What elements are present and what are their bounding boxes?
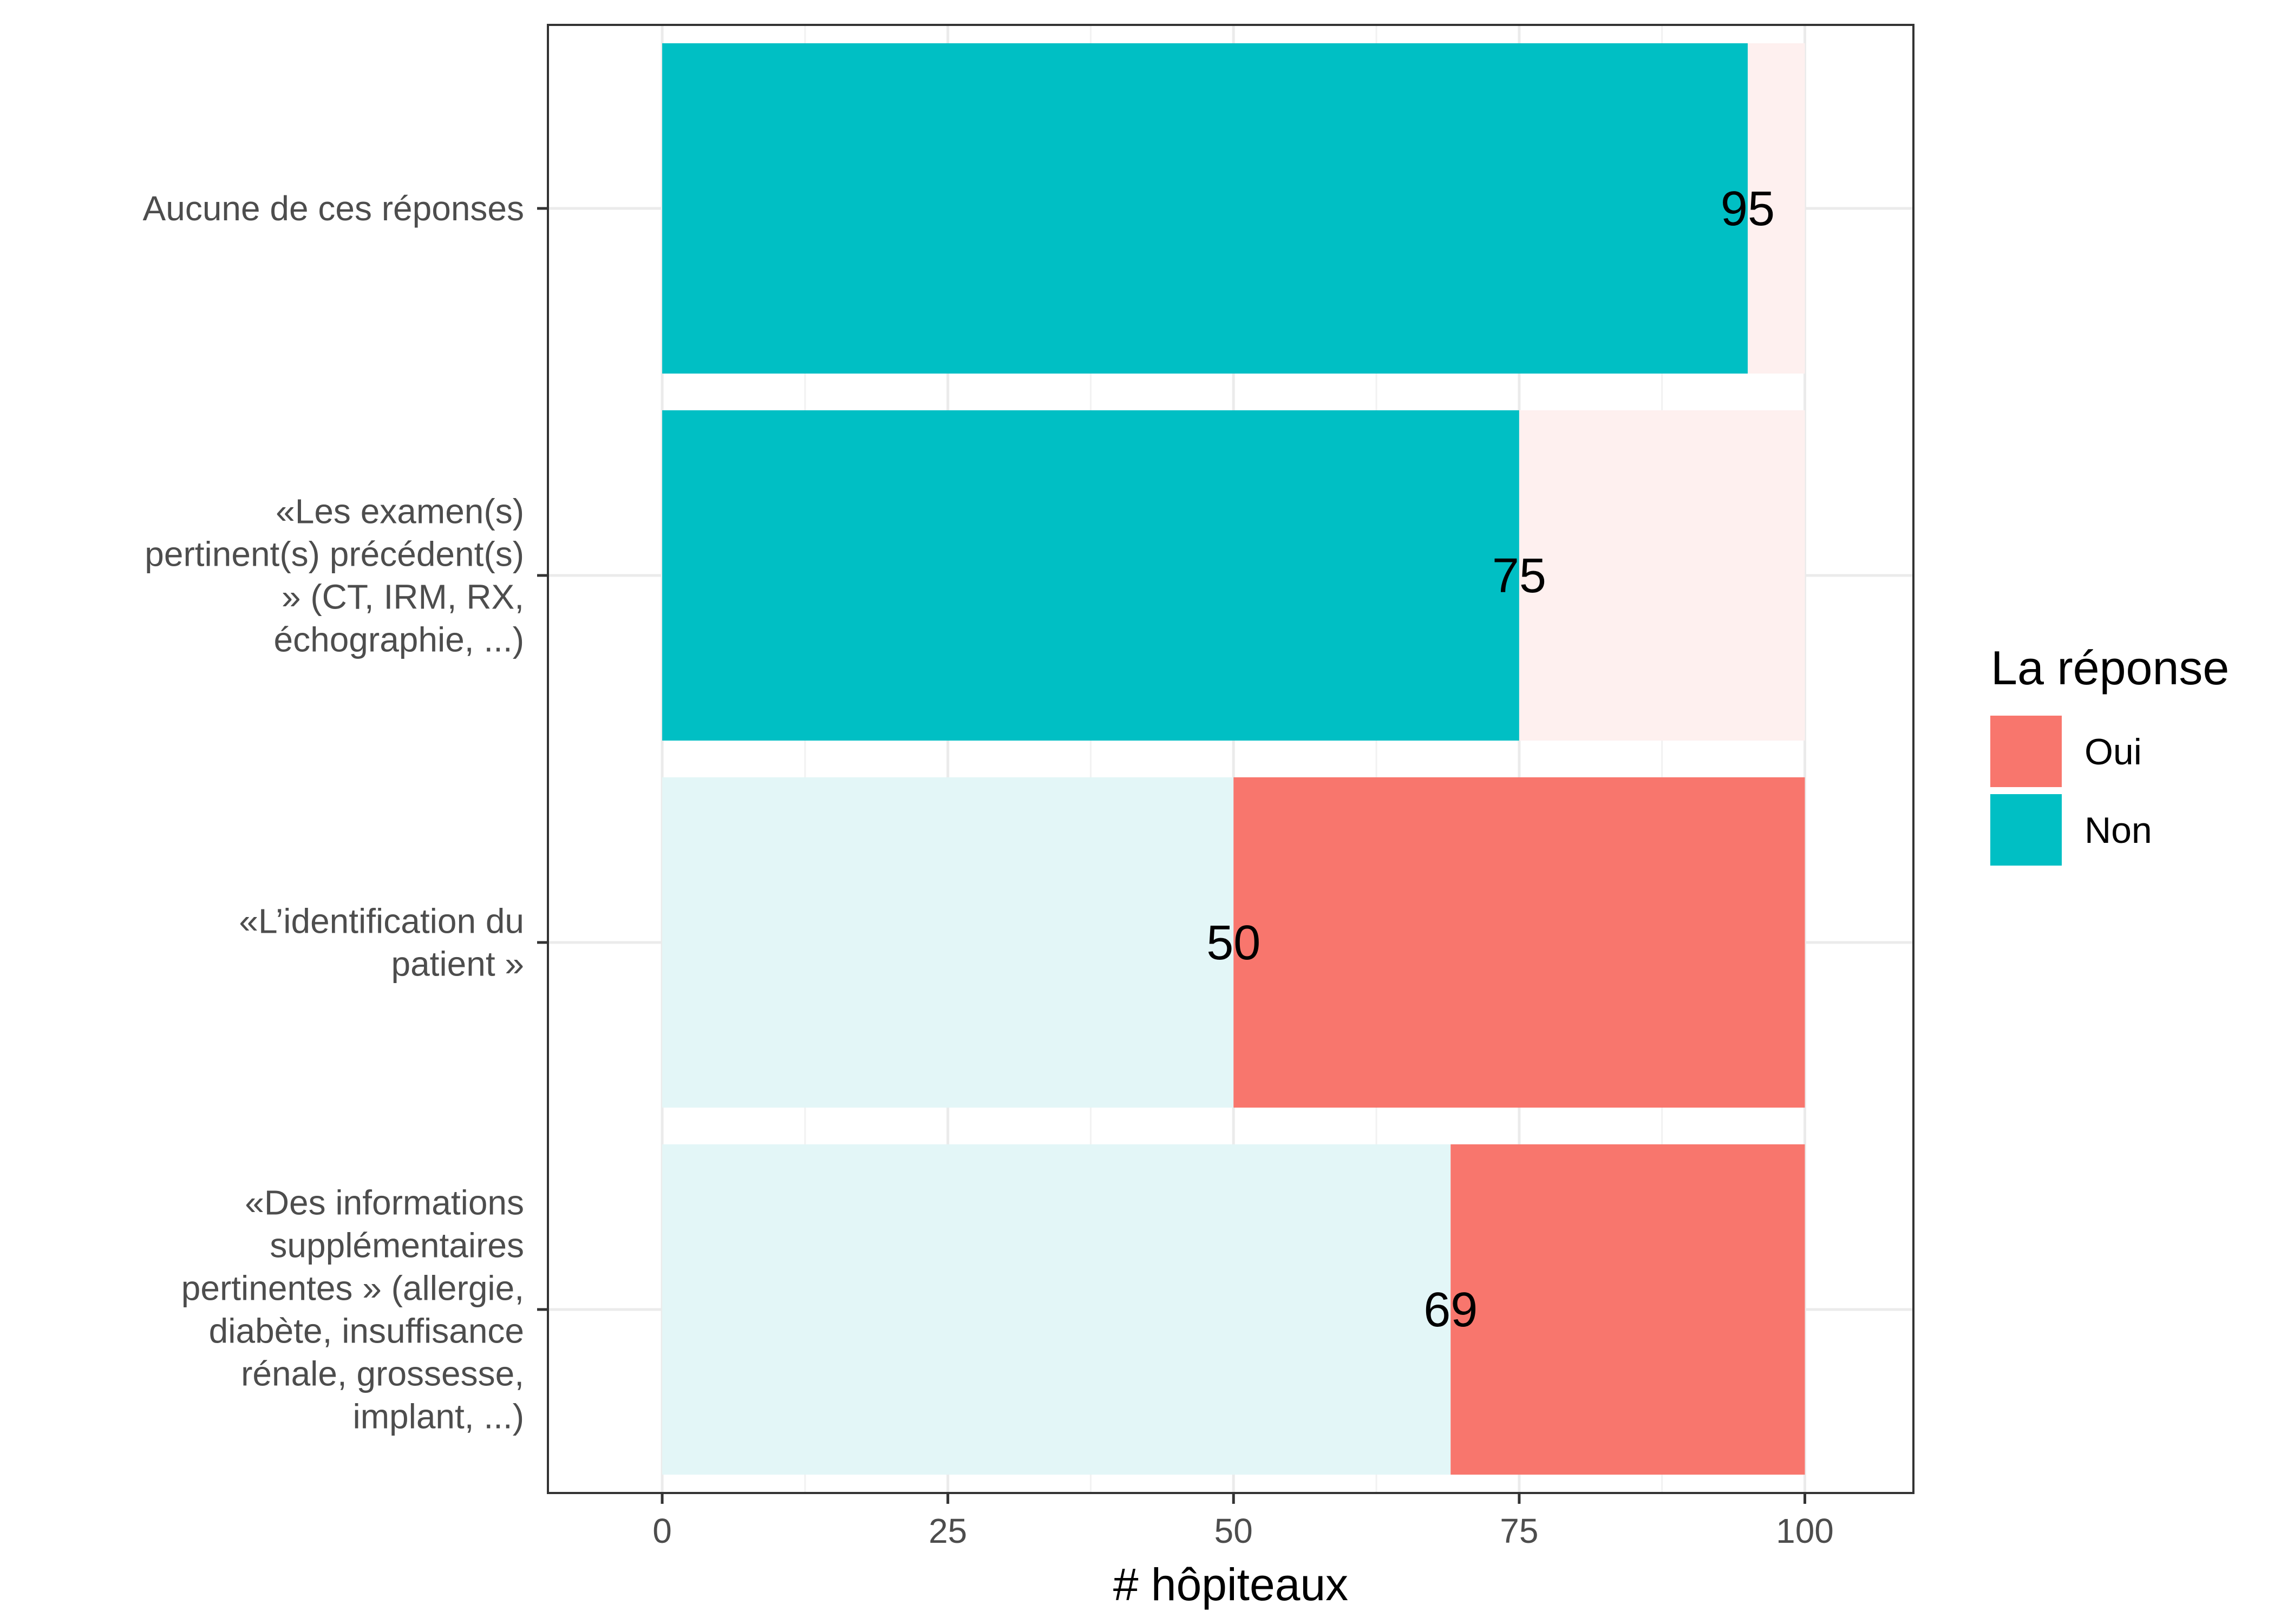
category-label: «Les examen(s) pertinent(s) précédent(s)»… xyxy=(145,492,524,659)
legend-key-non xyxy=(1990,794,2062,866)
x-axis-title: # hôpiteaux xyxy=(1113,1559,1348,1610)
x-tick-label: 0 xyxy=(652,1511,672,1550)
bar-non xyxy=(662,410,1519,741)
x-tick-label: 25 xyxy=(929,1511,967,1550)
data-labels: 95 75 50 69 xyxy=(1206,182,1775,1337)
x-tick-label: 75 xyxy=(1500,1511,1538,1550)
x-tick-label: 100 xyxy=(1776,1511,1834,1550)
x-tick-label: 50 xyxy=(1214,1511,1253,1550)
legend-label-oui: Oui xyxy=(2084,731,2142,772)
category-label: «L’identification du patient » xyxy=(239,902,524,984)
legend-key-oui xyxy=(1990,716,2062,787)
bar-non xyxy=(662,1144,1451,1475)
legend: La réponse Oui Non xyxy=(1990,641,2229,866)
bar-oui xyxy=(1233,777,1805,1108)
category-label: «Des informations supplémentaires pertinen… xyxy=(181,1183,524,1436)
data-label: 95 xyxy=(1721,182,1775,236)
y-axis: Aucune de ces réponses «Les examen(s) pert… xyxy=(143,189,548,1436)
legend-title: La réponse xyxy=(1991,641,2229,695)
data-label: 69 xyxy=(1423,1283,1478,1337)
data-label: 50 xyxy=(1206,916,1260,970)
plot-panel-border xyxy=(547,24,1914,1494)
legend-label-non: Non xyxy=(2084,810,2152,851)
category-label: Aucune de ces réponses xyxy=(143,189,524,228)
bar-non xyxy=(662,777,1234,1108)
data-label: 75 xyxy=(1492,549,1546,603)
bars xyxy=(662,43,1805,1475)
x-axis: 0 25 50 75 100 xyxy=(652,1493,1834,1550)
bar-oui xyxy=(1747,43,1805,374)
bar-oui xyxy=(1450,1144,1805,1475)
bar-non xyxy=(662,43,1748,374)
bar-oui xyxy=(1519,410,1805,741)
